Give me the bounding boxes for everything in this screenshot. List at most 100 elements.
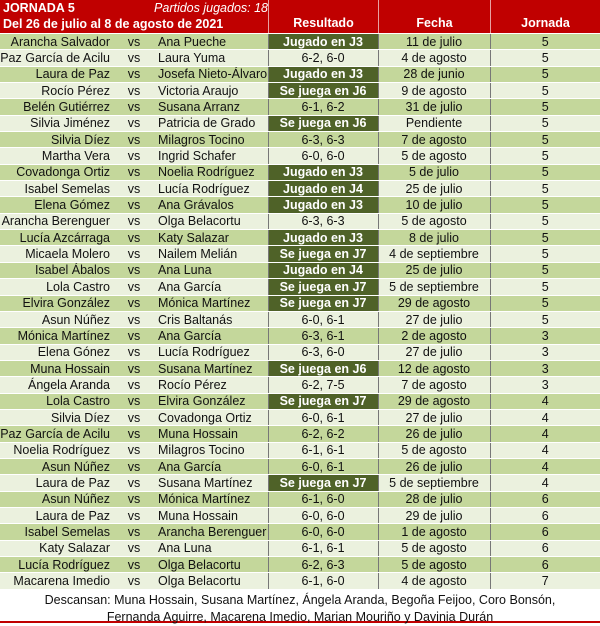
player-2: Milagros Tocino — [156, 131, 268, 149]
vs-label: vs — [112, 82, 156, 100]
result-cell: 6-2, 6-0 — [267, 49, 378, 67]
column-header-date: Fecha — [416, 16, 453, 30]
player-2: Ana Grávalos — [156, 196, 268, 214]
player-1: Isabel Semelas — [0, 180, 112, 198]
round-cell: 4 — [489, 458, 600, 476]
vs-label: vs — [112, 180, 156, 198]
result-cell: Se juega en J6 — [267, 360, 378, 378]
player-1: Covadonga Ortiz — [0, 164, 112, 182]
vs-label: vs — [112, 572, 156, 590]
result-cell: 6-1, 6-0 — [267, 491, 378, 508]
player-1: Asun Núñez — [0, 491, 112, 508]
divider — [378, 0, 379, 33]
result-cell: 6-3, 6-1 — [267, 327, 378, 345]
player-2: Susana Martínez — [156, 360, 268, 378]
vs-label: vs — [112, 327, 156, 345]
vs-label: vs — [112, 393, 156, 410]
result-cell: Se juega en J7 — [267, 393, 378, 410]
player-1: Noelia Rodríguez — [0, 442, 112, 459]
date-cell: 4 de agosto — [377, 49, 490, 67]
table-row: Laura de Paz vs Muna Hossain 6-0, 6-0 29 de … — [0, 507, 600, 525]
player-2: Lucía Rodríguez — [156, 344, 268, 361]
player-2: Victoria Araujo — [156, 82, 268, 100]
round-cell: 3 — [489, 344, 600, 361]
player-2: Noelia Rodríguez — [156, 164, 268, 182]
table-row: Elena Gónez vs Lucía Rodríguez 6-3, 6-0 27 d… — [0, 344, 600, 361]
player-1: Ángela Aranda — [0, 376, 112, 394]
round-cell: 6 — [489, 491, 600, 508]
round-cell: 5 — [489, 98, 600, 116]
table-row: Covadonga Ortiz vs Noelia Rodríguez Jugado … — [0, 164, 600, 182]
table-row: Rocío Pérez vs Victoria Araujo Se juega en … — [0, 82, 600, 100]
table-row: Isabel Ábalos vs Ana Luna Jugado en J4 25 de… — [0, 262, 600, 280]
result-cell: 6-1, 6-0 — [267, 572, 378, 590]
vs-label: vs — [112, 98, 156, 116]
date-cell: 9 de agosto — [377, 82, 490, 100]
date-cell: 26 de julio — [377, 425, 490, 443]
player-2: Ana Pueche — [156, 34, 268, 51]
vs-label: vs — [112, 540, 156, 558]
player-1: Laura de Paz — [0, 507, 112, 525]
date-cell: 5 de agosto — [377, 442, 490, 459]
date-range: Del 26 de julio al 8 de agosto de 2021 — [3, 17, 224, 31]
date-cell: 1 de agosto — [377, 523, 490, 541]
date-cell: 25 de julio — [377, 180, 490, 198]
player-2: Katy Salazar — [156, 229, 268, 247]
player-1: Laura de Paz — [0, 474, 112, 492]
table-row: Elvira González vs Mónica Martínez Se juega… — [0, 295, 600, 312]
result-cell: Se juega en J7 — [267, 245, 378, 263]
round-cell: 5 — [489, 229, 600, 247]
vs-label: vs — [112, 344, 156, 361]
vs-label: vs — [112, 213, 156, 231]
table-row: Mónica Martínez vs Ana García 6-3, 6-1 2 de … — [0, 327, 600, 345]
player-1: Lola Castro — [0, 278, 112, 296]
player-1: Katy Salazar — [0, 540, 112, 558]
result-cell: 6-3, 6-3 — [267, 131, 378, 149]
date-cell: 26 de julio — [377, 458, 490, 476]
player-1: Laura de Paz — [0, 66, 112, 84]
player-2: Mónica Martínez — [156, 295, 268, 312]
player-1: Mónica Martínez — [0, 327, 112, 345]
player-1: Elena Gónez — [0, 344, 112, 361]
player-1: Muna Hossain — [0, 360, 112, 378]
player-1: Paz García de Acilu — [0, 49, 112, 67]
round-cell: 7 — [489, 572, 600, 590]
vs-label: vs — [112, 66, 156, 84]
vs-label: vs — [112, 523, 156, 541]
date-cell: Pendiente — [377, 115, 490, 133]
matches-played: Partidos jugados: 18 — [154, 1, 268, 15]
date-cell: 28 de julio — [377, 491, 490, 508]
date-cell: 5 de septiembre — [377, 474, 490, 492]
player-1: Arancha Berenguer — [0, 213, 112, 231]
round-cell: 5 — [489, 180, 600, 198]
divider — [268, 0, 269, 33]
round-cell: 4 — [489, 425, 600, 443]
result-cell: 6-0, 6-0 — [267, 507, 378, 525]
player-1: Belén Gutiérrez — [0, 98, 112, 116]
date-cell: 25 de julio — [377, 262, 490, 280]
result-cell: 6-0, 6-1 — [267, 311, 378, 329]
result-cell: Jugado en J4 — [267, 180, 378, 198]
table-row: Isabel Semelas vs Lucía Rodríguez Jugado en… — [0, 180, 600, 198]
result-cell: Jugado en J3 — [267, 66, 378, 84]
player-2: Muna Hossain — [156, 425, 268, 443]
table-row: Asun Núñez vs Cris Baltanás 6-0, 6-1 27 de j… — [0, 311, 600, 329]
result-cell: 6-2, 6-3 — [267, 556, 378, 574]
player-2: Elvira González — [156, 393, 268, 410]
date-cell: 5 de agosto — [377, 540, 490, 558]
round-cell: 6 — [489, 540, 600, 558]
table-row: Elena Gómez vs Ana Grávalos Jugado en J3 10 … — [0, 196, 600, 214]
table-row: Lola Castro vs Ana García Se juega en J7 5 d… — [0, 278, 600, 296]
player-2: Rocío Pérez — [156, 376, 268, 394]
vs-label: vs — [112, 34, 156, 51]
column-header-result: Resultado — [293, 16, 354, 30]
table-row: Laura de Paz vs Susana Martínez Se juega en… — [0, 474, 600, 492]
player-1: Macarena Imedio — [0, 572, 112, 590]
date-cell: 10 de julio — [377, 196, 490, 214]
table-row: Katy Salazar vs Ana Luna 6-1, 6-1 5 de agost… — [0, 540, 600, 558]
date-cell: 5 de agosto — [377, 556, 490, 574]
table-row: Asun Núñez vs Mónica Martínez 6-1, 6-0 28 de… — [0, 491, 600, 508]
player-1: Isabel Semelas — [0, 523, 112, 541]
round-cell: 5 — [489, 311, 600, 329]
player-2: Cris Baltanás — [156, 311, 268, 329]
